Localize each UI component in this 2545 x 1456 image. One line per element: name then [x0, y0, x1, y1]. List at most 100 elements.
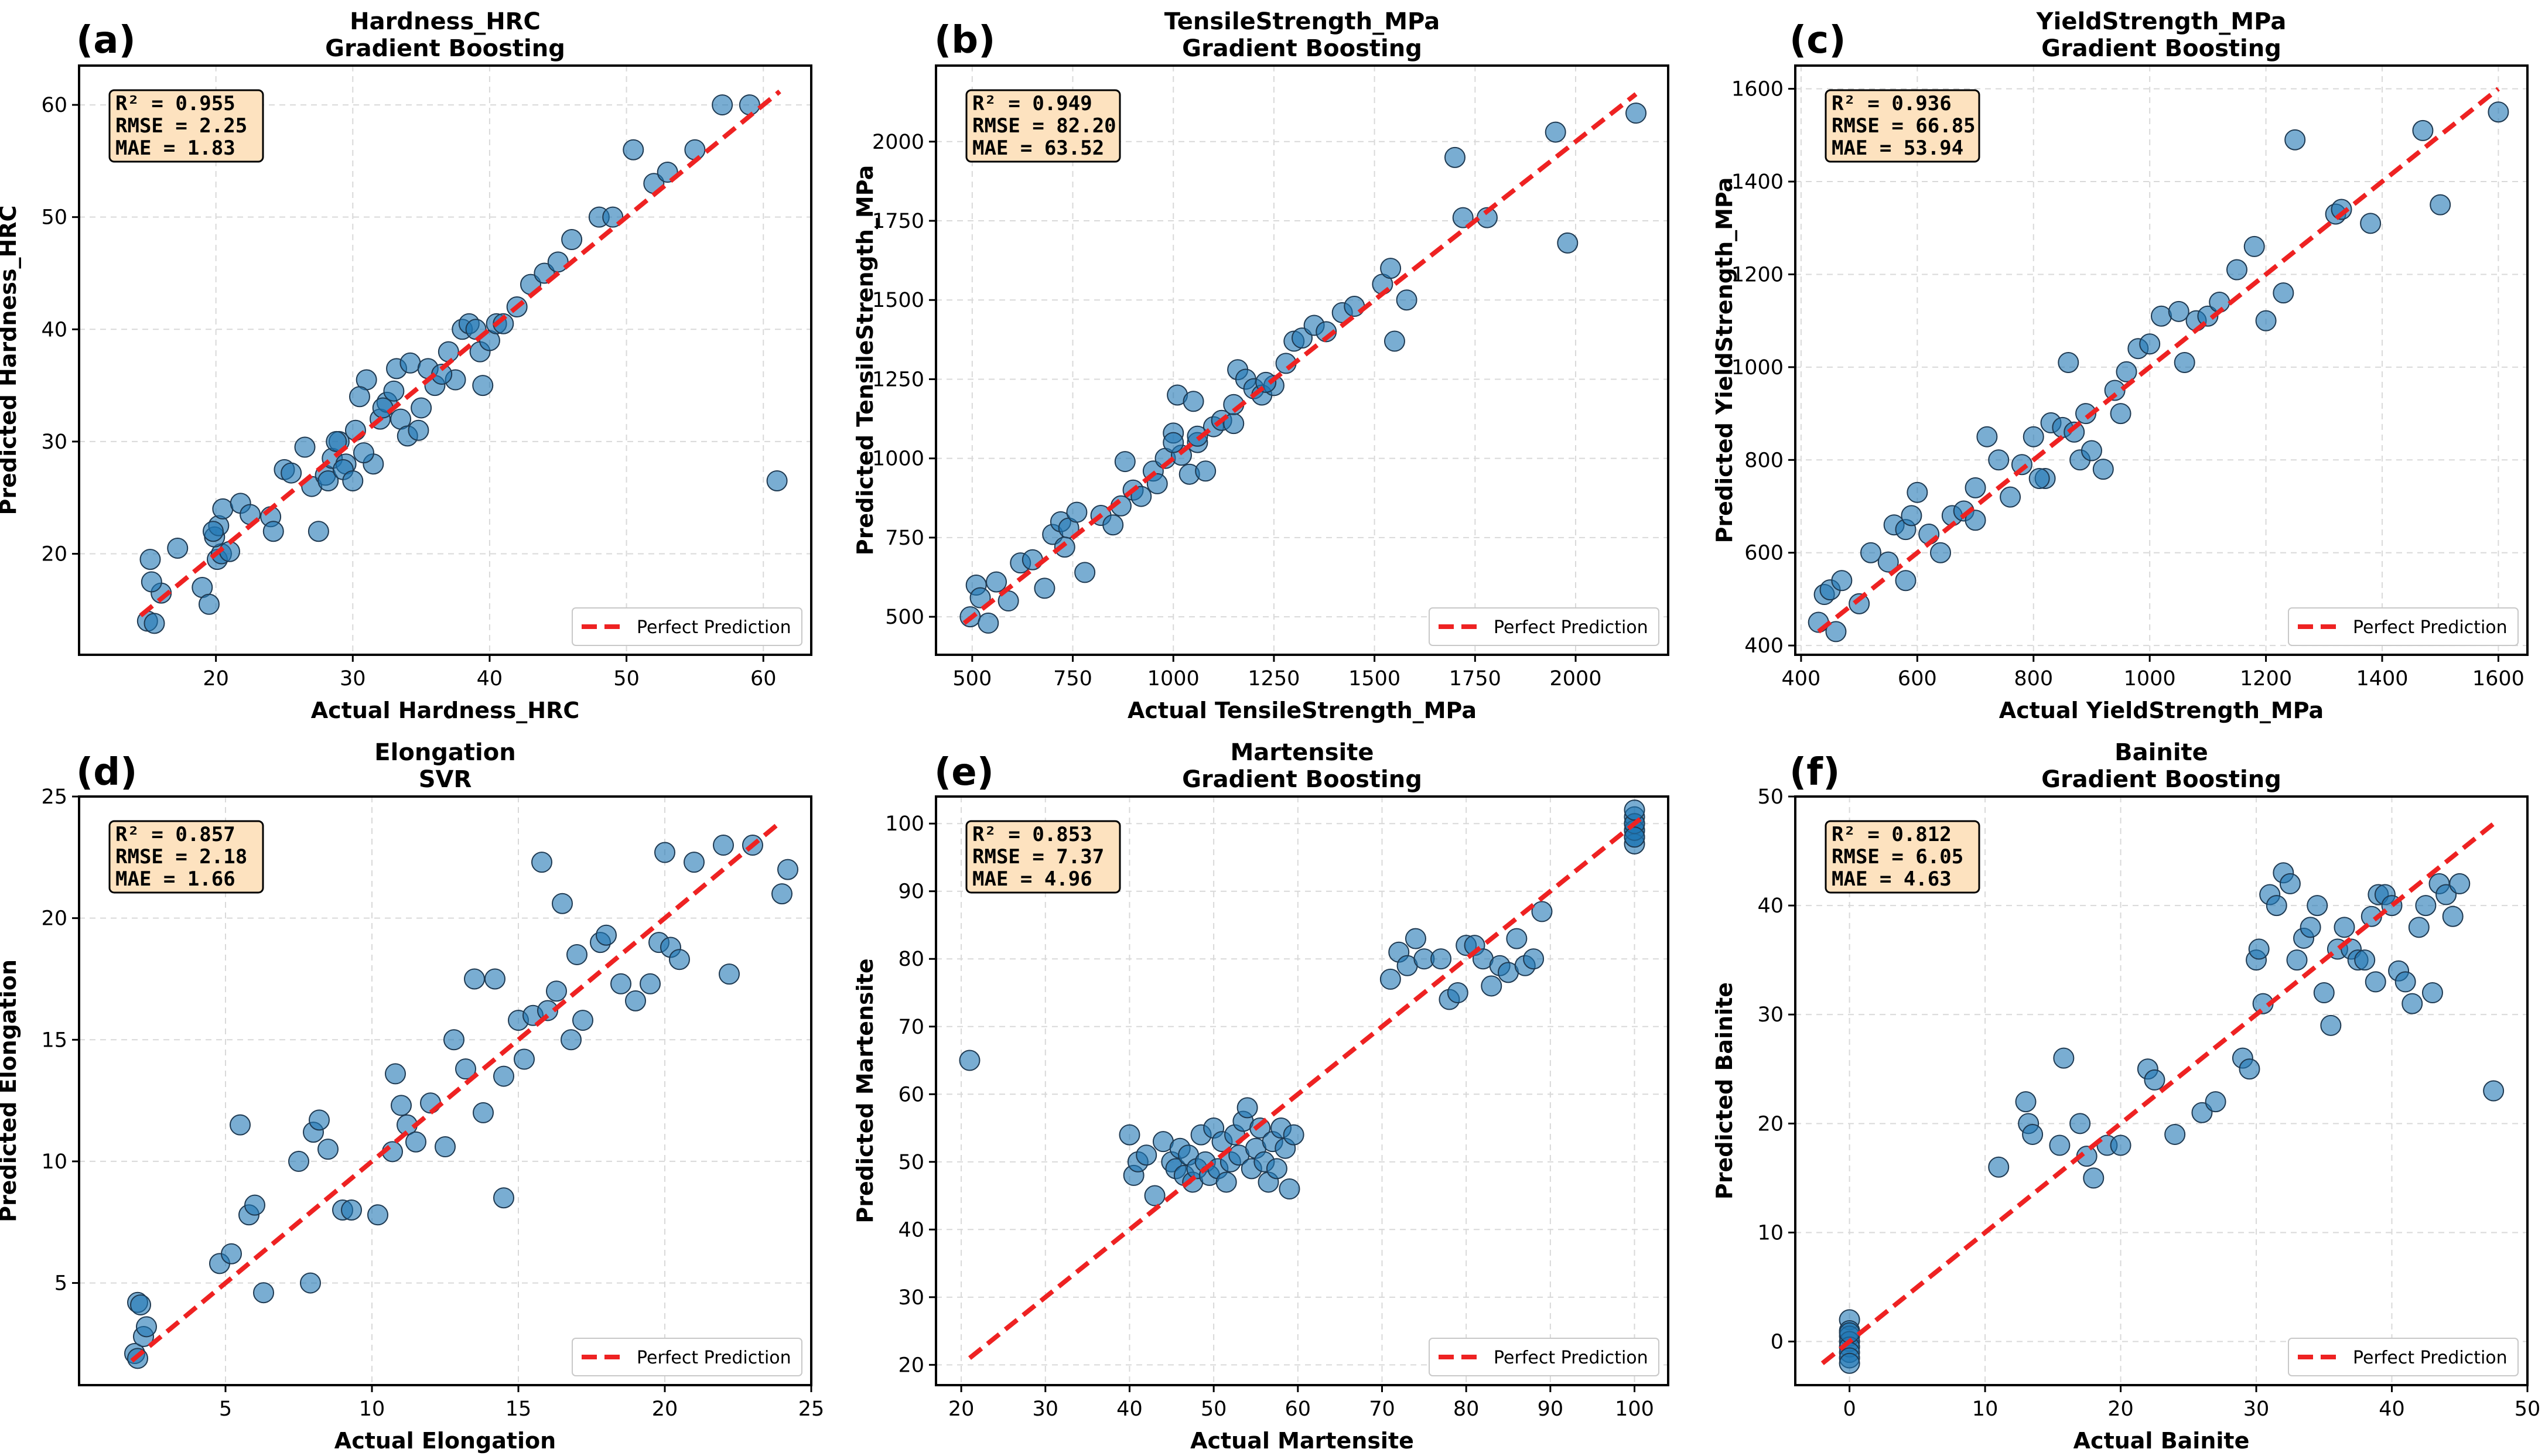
data-point [253, 1282, 274, 1304]
chart-title: YieldStrength_MPa [2036, 8, 2287, 35]
data-point [408, 419, 429, 441]
data-point [2226, 259, 2247, 281]
data-point [2360, 213, 2382, 234]
y-tick-label: 5 [54, 1272, 67, 1296]
data-point [2300, 917, 2321, 938]
data-point [2139, 333, 2161, 355]
legend-box [572, 1338, 802, 1376]
data-point [2011, 454, 2032, 476]
y-tick-label: 50 [898, 1151, 924, 1174]
data-point [141, 571, 162, 593]
data-point [1523, 948, 1545, 970]
data-point [294, 436, 316, 458]
data-point [198, 593, 220, 615]
x-tick-label: 60 [1285, 1397, 1311, 1421]
x-tick-label: 50 [1201, 1397, 1227, 1421]
data-point [2415, 895, 2437, 917]
data-point [2273, 282, 2294, 304]
data-point [969, 587, 991, 609]
data-point [202, 521, 224, 542]
data-point [2116, 361, 2137, 382]
data-point [1988, 1156, 2010, 1178]
panel-a: 20 30 40 50 60 20 30 40 50 60 Hardness_HRCGradient… [0, 8, 812, 723]
legend-box [2288, 607, 2519, 646]
stats-box [108, 89, 264, 163]
stats-box [1825, 820, 1980, 894]
x-tick-label: 40 [2379, 1397, 2405, 1421]
data-point [978, 612, 999, 634]
data-point [2049, 1134, 2071, 1156]
data-point [1405, 928, 1426, 949]
data-point [2449, 873, 2471, 894]
x-tick-label: 30 [340, 667, 366, 691]
data-point [2430, 194, 2451, 216]
data-point [2110, 1134, 2131, 1156]
data-point [1074, 562, 1096, 583]
y-tick-label: 750 [885, 527, 924, 550]
data-point [1163, 432, 1184, 453]
data-point [317, 1139, 339, 1160]
data-point [959, 1050, 981, 1071]
x-axis-label: Actual YieldStrength_MPa [1999, 698, 2324, 723]
data-point [464, 968, 485, 990]
x-axis-label: Actual Bainite [2073, 1428, 2250, 1454]
data-point [2483, 1080, 2505, 1102]
data-point [2174, 351, 2195, 373]
plot-frame [935, 795, 1669, 1386]
data-point [719, 963, 740, 985]
data-point [1930, 542, 1952, 563]
data-point [2284, 129, 2306, 151]
y-tick-label: 600 [1744, 542, 1784, 565]
y-tick-label: 50 [41, 206, 67, 230]
data-point [1066, 501, 1088, 523]
x-tick-label: 750 [1053, 667, 1092, 691]
data-point [2401, 993, 2423, 1014]
data-point [1976, 426, 1998, 447]
stats-line: MAE = 1.66 [115, 867, 235, 891]
data-point [1383, 330, 1405, 352]
stats-line: RMSE = 2.25 [115, 114, 247, 138]
data-point [1860, 542, 1881, 563]
data-point [139, 549, 161, 570]
data-point [1531, 901, 1553, 922]
data-point [405, 1131, 426, 1153]
data-point [2104, 380, 2126, 401]
y-tick-label: 1000 [1731, 356, 1784, 380]
data-point [1506, 928, 1528, 949]
data-point [1849, 593, 1870, 614]
data-point [2110, 403, 2131, 425]
data-point [2053, 1047, 2075, 1069]
chart-title: TensileStrength_MPa [1164, 8, 1440, 35]
data-point [1102, 514, 1124, 536]
y-tick-label: 20 [1757, 1112, 1784, 1136]
data-point [435, 1136, 456, 1158]
y-tick-label: 80 [898, 948, 924, 971]
y-tick-label: 10 [1757, 1221, 1784, 1245]
x-axis-label: Actual TensileStrength_MPa [1128, 698, 1477, 723]
data-point [1396, 289, 1417, 311]
x-tick-label: 40 [1116, 1397, 1143, 1421]
data-point [1447, 982, 1468, 1003]
stats-box [965, 89, 1121, 163]
panel-b: 500 750 1000 1250 1500 1750 2000 500 750 1000 1250… [852, 8, 1669, 723]
data-point [1379, 968, 1401, 990]
data-point [399, 352, 421, 374]
chart-subtitle: Gradient Boosting [2041, 766, 2281, 793]
x-tick-label: 2000 [1549, 667, 1601, 691]
y-tick-label: 1200 [1731, 263, 1784, 286]
data-point [309, 1109, 330, 1131]
data-point [2408, 917, 2430, 938]
x-tick-label: 5 [219, 1397, 232, 1421]
panel-label: (e) [934, 751, 994, 794]
data-point [986, 571, 1007, 593]
data-point [391, 1095, 412, 1116]
data-point [1907, 481, 1928, 503]
legend-box [572, 607, 802, 646]
x-tick-label: 30 [2243, 1397, 2270, 1421]
legend-label: Perfect Prediction [637, 1348, 791, 1368]
y-tick-label: 20 [898, 1354, 924, 1377]
data-point [2394, 971, 2416, 993]
y-tick-label: 40 [1757, 894, 1784, 918]
plot-frame [78, 795, 812, 1386]
data-point [2313, 982, 2335, 1003]
